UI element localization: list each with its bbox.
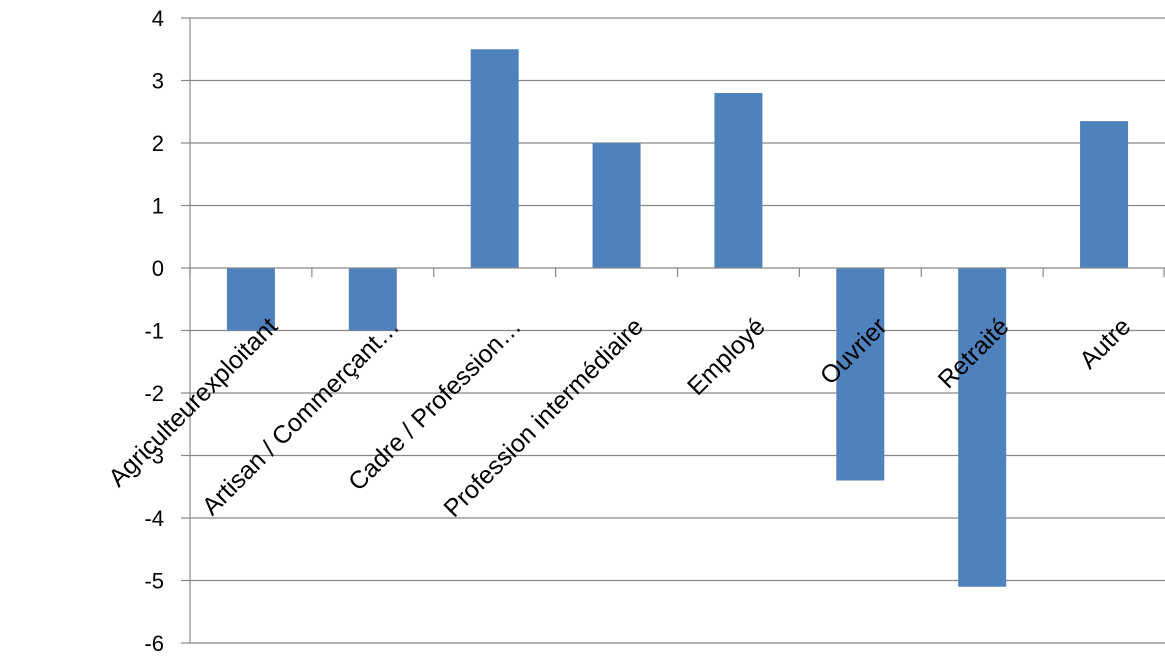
- category-label: Employé: [682, 312, 771, 401]
- y-tick-label: -6: [144, 631, 164, 656]
- bar: [714, 93, 763, 268]
- gridlines: [190, 17, 1165, 644]
- category-label: Autre: [1074, 312, 1136, 374]
- bar: [470, 49, 519, 268]
- y-tick-label: 1: [152, 194, 164, 219]
- y-tick-label: 4: [152, 6, 164, 31]
- axes: [181, 17, 1165, 644]
- y-tick-label: -3: [144, 444, 164, 469]
- category-label: Artisan / Commerçant…: [197, 312, 405, 520]
- bars: [226, 49, 1129, 587]
- bar: [958, 268, 1007, 587]
- y-tick-label: -2: [144, 381, 164, 406]
- bar: [226, 268, 275, 331]
- bar: [836, 268, 885, 481]
- y-tick-label: -5: [144, 569, 164, 594]
- bar: [592, 143, 641, 268]
- y-tick-label: 0: [152, 256, 164, 281]
- category-label: Profession intermédiaire: [438, 312, 648, 522]
- bar: [348, 268, 397, 331]
- y-tick-label: 3: [152, 69, 164, 94]
- bar: [1080, 121, 1129, 268]
- y-tick-labels: 4 3 2 1 0 -1 -2 -3 -4 -5 -6: [144, 6, 164, 656]
- y-tick-label: 2: [152, 131, 164, 156]
- y-tick-label: -1: [144, 319, 164, 344]
- y-tick-label: -4: [144, 506, 164, 531]
